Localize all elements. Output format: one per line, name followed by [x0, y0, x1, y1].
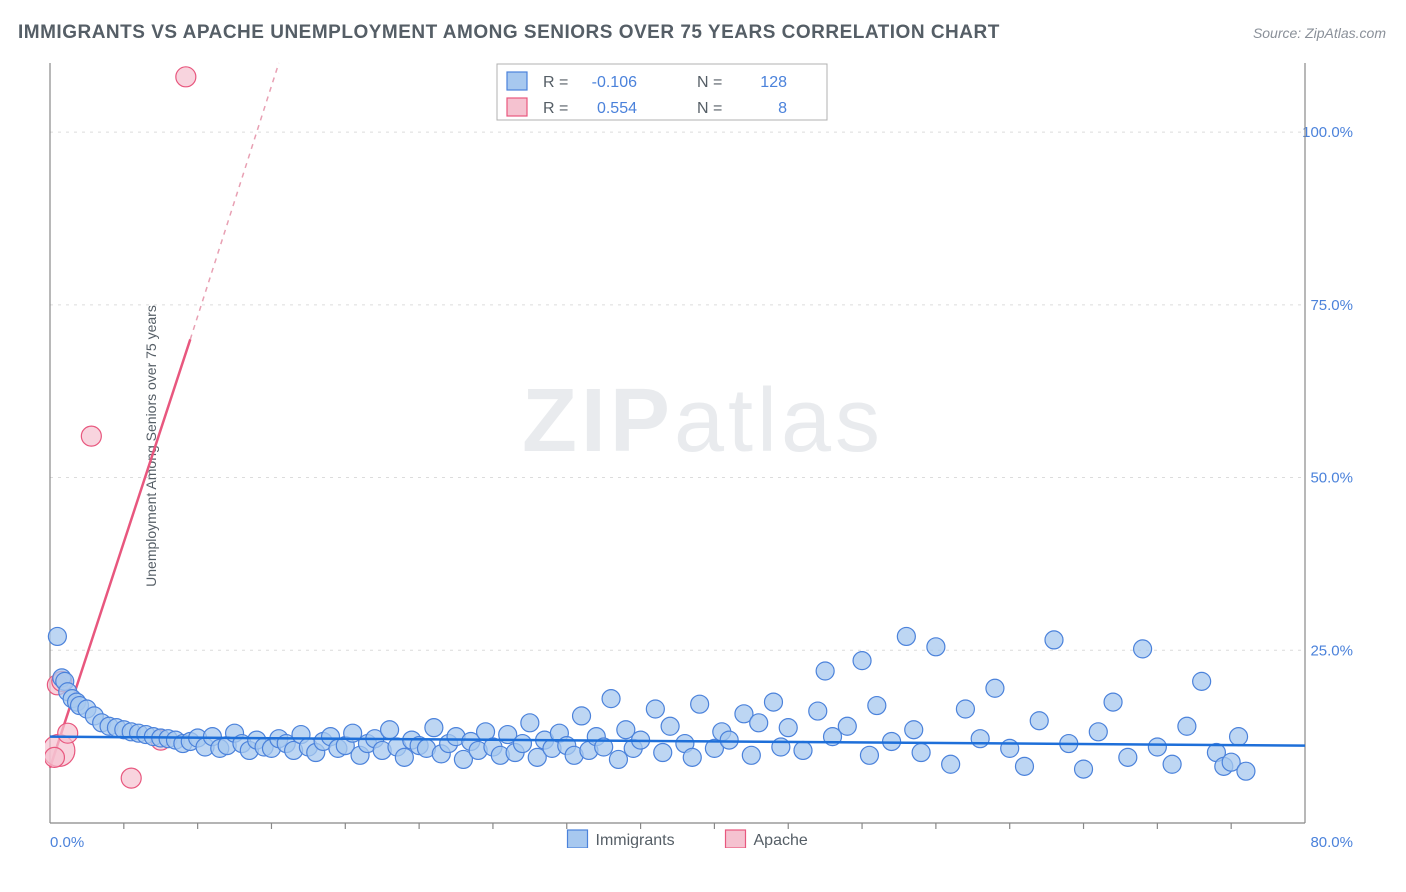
svg-text:N =: N = [697, 100, 722, 117]
scatter-plot: 25.0% 50.0% 75.0% 100.0% 0.0% 80.0% R = -0.106 N… [45, 58, 1355, 848]
svg-text:25.0%: 25.0% [1310, 642, 1353, 659]
svg-text:N =: N = [697, 74, 722, 91]
svg-text:75.0%: 75.0% [1310, 297, 1353, 314]
svg-text:R =: R = [543, 100, 568, 117]
svg-text:128: 128 [760, 74, 787, 91]
plot-svg: 25.0% 50.0% 75.0% 100.0% 0.0% 80.0% R = -0.106 N… [45, 58, 1355, 848]
svg-text:Immigrants: Immigrants [596, 832, 675, 848]
svg-text:0.0%: 0.0% [50, 834, 84, 848]
svg-text:R =: R = [543, 74, 568, 91]
svg-text:50.0%: 50.0% [1310, 470, 1353, 487]
svg-text:Apache: Apache [754, 832, 808, 848]
svg-text:8: 8 [778, 100, 787, 117]
svg-text:-0.106: -0.106 [592, 74, 637, 91]
chart-title: IMMIGRANTS VS APACHE UNEMPLOYMENT AMONG … [18, 22, 1000, 44]
svg-text:80.0%: 80.0% [1310, 834, 1353, 848]
svg-text:100.0%: 100.0% [1302, 124, 1353, 141]
source-label: Source: ZipAtlas.com [1253, 25, 1386, 41]
svg-text:0.554: 0.554 [597, 100, 637, 117]
